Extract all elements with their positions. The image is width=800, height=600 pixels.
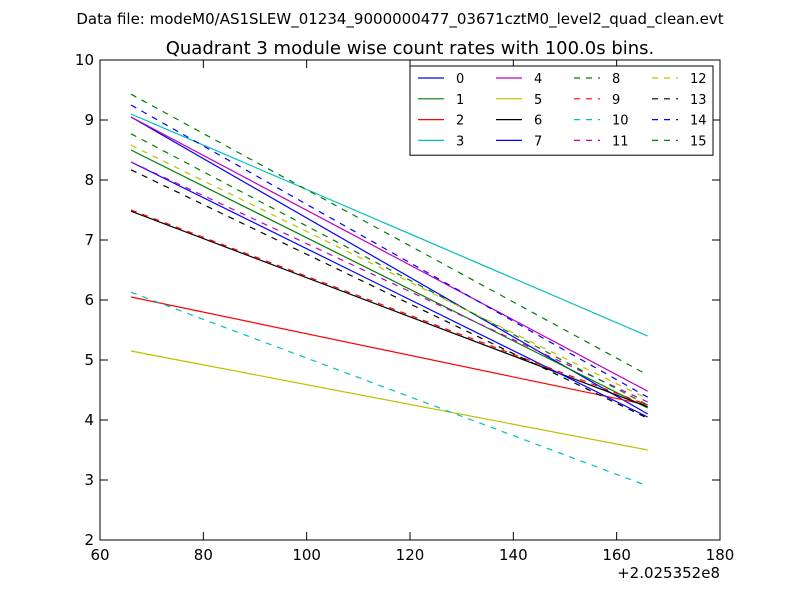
x-tick-label: 80	[194, 546, 213, 564]
legend-label-2: 2	[456, 114, 464, 129]
y-tick-label: 3	[84, 471, 94, 489]
legend-label-5: 5	[534, 93, 542, 108]
legend-label-14: 14	[690, 114, 707, 129]
y-tick-label: 5	[84, 351, 94, 369]
series-line-3	[130, 113, 648, 337]
series-line-15	[130, 133, 648, 406]
series-line-12	[130, 144, 648, 400]
legend-label-6: 6	[534, 114, 542, 129]
legend-label-11: 11	[612, 134, 629, 149]
legend-label-0: 0	[456, 72, 464, 87]
legend-label-15: 15	[690, 134, 707, 149]
y-tick-label: 7	[84, 231, 94, 249]
legend-label-10: 10	[612, 114, 629, 129]
y-tick-label: 10	[75, 51, 94, 69]
series-line-5	[130, 350, 648, 451]
x-tick-label: 100	[292, 546, 321, 564]
legend-label-3: 3	[456, 134, 464, 149]
y-tick-label: 6	[84, 291, 94, 309]
plot-area	[130, 93, 648, 487]
series-line-10	[130, 291, 648, 487]
legend-box	[409, 65, 714, 156]
series-line-1	[130, 149, 648, 409]
series-line-14	[130, 104, 648, 398]
x-tick-label: 60	[90, 546, 109, 564]
legend-label-8: 8	[612, 72, 620, 87]
legend-label-7: 7	[534, 134, 542, 149]
legend-label-4: 4	[534, 72, 542, 87]
x-tick-label: 140	[499, 546, 528, 564]
series-line-2	[130, 296, 648, 406]
series-line-6	[130, 210, 648, 408]
legend-label-13: 13	[690, 93, 707, 108]
x-tick-label: 120	[396, 546, 425, 564]
legend-label-9: 9	[612, 93, 620, 108]
legend-label-1: 1	[456, 93, 464, 108]
y-tick-label: 4	[84, 411, 94, 429]
chart-suptitle: Data file: modeM0/AS1SLEW_01234_90000004…	[76, 10, 723, 29]
x-tick-label: 160	[602, 546, 631, 564]
x-axis-offset-label: +2.025352e8	[617, 564, 720, 582]
series-line-13	[130, 169, 648, 419]
y-tick-label: 2	[84, 531, 94, 549]
y-tick-label: 9	[84, 111, 94, 129]
chart-title: Quadrant 3 module wise count rates with …	[166, 38, 655, 59]
x-tick-label: 180	[706, 546, 735, 564]
series-line-8	[130, 93, 648, 376]
series-line-4	[130, 116, 648, 392]
series-line-7	[130, 161, 648, 418]
legend-label-12: 12	[690, 72, 707, 87]
series-lines	[130, 93, 648, 487]
series-line-9	[130, 209, 648, 406]
y-tick-label: 8	[84, 171, 94, 189]
